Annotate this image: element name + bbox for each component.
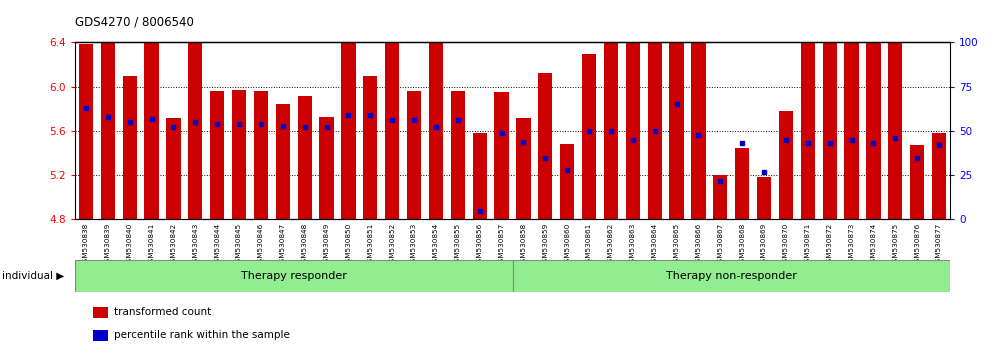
- Text: Therapy responder: Therapy responder: [241, 271, 347, 281]
- Bar: [385, 39, 399, 219]
- Text: GSM530839: GSM530839: [105, 223, 111, 267]
- Bar: [319, 116, 334, 219]
- Bar: [516, 118, 531, 219]
- Bar: [92, 330, 108, 341]
- Bar: [932, 133, 946, 219]
- Text: GSM530858: GSM530858: [520, 223, 526, 267]
- Text: GSM530876: GSM530876: [914, 223, 920, 267]
- Bar: [735, 148, 749, 219]
- Bar: [910, 145, 924, 219]
- Bar: [363, 76, 377, 219]
- Bar: [101, 39, 115, 219]
- Bar: [341, 15, 356, 219]
- Text: GSM530872: GSM530872: [827, 223, 833, 267]
- Bar: [669, 17, 684, 219]
- Bar: [144, 40, 159, 219]
- Text: GSM530847: GSM530847: [280, 223, 286, 267]
- Bar: [626, 17, 640, 219]
- Text: transformed count: transformed count: [114, 308, 212, 318]
- Bar: [188, 40, 202, 219]
- Bar: [473, 133, 487, 219]
- Text: percentile rank within the sample: percentile rank within the sample: [114, 330, 290, 341]
- Text: GSM530863: GSM530863: [630, 223, 636, 267]
- Bar: [888, 9, 902, 219]
- Text: GSM530867: GSM530867: [717, 223, 723, 267]
- Bar: [75, 260, 512, 292]
- Text: Therapy non-responder: Therapy non-responder: [666, 271, 797, 281]
- Text: GSM530869: GSM530869: [761, 223, 767, 267]
- Text: GSM530856: GSM530856: [477, 223, 483, 267]
- Text: GSM530874: GSM530874: [870, 223, 876, 267]
- Text: GSM530854: GSM530854: [433, 223, 439, 267]
- Bar: [494, 92, 509, 219]
- Text: GSM530866: GSM530866: [695, 223, 701, 267]
- Text: GSM530840: GSM530840: [127, 223, 133, 267]
- Bar: [823, 17, 837, 219]
- Text: GSM530861: GSM530861: [586, 223, 592, 267]
- Bar: [79, 44, 93, 219]
- Text: GSM530851: GSM530851: [367, 223, 373, 267]
- Bar: [691, 39, 706, 219]
- Bar: [92, 307, 108, 318]
- Bar: [298, 96, 312, 219]
- Text: GSM530852: GSM530852: [389, 223, 395, 267]
- Bar: [232, 90, 246, 219]
- Text: GSM530868: GSM530868: [739, 223, 745, 267]
- Text: GSM530845: GSM530845: [236, 223, 242, 267]
- Text: GSM530849: GSM530849: [324, 223, 330, 267]
- Text: individual ▶: individual ▶: [2, 271, 64, 281]
- Bar: [844, 17, 859, 219]
- Bar: [429, 39, 443, 219]
- Bar: [451, 91, 465, 219]
- Text: GSM530862: GSM530862: [608, 223, 614, 267]
- Text: GSM530859: GSM530859: [542, 223, 548, 267]
- Bar: [604, 39, 618, 219]
- Bar: [407, 91, 421, 219]
- Text: GSM530870: GSM530870: [783, 223, 789, 267]
- Bar: [779, 111, 793, 219]
- Text: GSM530864: GSM530864: [652, 223, 658, 267]
- Text: GSM530843: GSM530843: [192, 223, 198, 267]
- Bar: [512, 260, 950, 292]
- Bar: [713, 175, 727, 219]
- Bar: [210, 91, 224, 219]
- Bar: [648, 39, 662, 219]
- Text: GSM530865: GSM530865: [674, 223, 680, 267]
- Text: GDS4270 / 8006540: GDS4270 / 8006540: [75, 15, 194, 28]
- Text: GSM530846: GSM530846: [258, 223, 264, 267]
- Text: GSM530857: GSM530857: [499, 223, 505, 267]
- Text: GSM530871: GSM530871: [805, 223, 811, 267]
- Bar: [254, 91, 268, 219]
- Bar: [582, 53, 596, 219]
- Bar: [166, 118, 181, 219]
- Bar: [560, 144, 574, 219]
- Text: GSM530838: GSM530838: [83, 223, 89, 267]
- Text: GSM530850: GSM530850: [345, 223, 351, 267]
- Text: GSM530875: GSM530875: [892, 223, 898, 267]
- Bar: [801, 17, 815, 219]
- Text: GSM530844: GSM530844: [214, 223, 220, 267]
- Bar: [866, 17, 881, 219]
- Text: GSM530848: GSM530848: [302, 223, 308, 267]
- Text: GSM530855: GSM530855: [455, 223, 461, 267]
- Text: GSM530877: GSM530877: [936, 223, 942, 267]
- Text: GSM530842: GSM530842: [170, 223, 176, 267]
- Bar: [123, 76, 137, 219]
- Bar: [538, 74, 552, 219]
- Text: GSM530873: GSM530873: [849, 223, 855, 267]
- Bar: [757, 177, 771, 219]
- Text: GSM530860: GSM530860: [564, 223, 570, 267]
- Bar: [276, 104, 290, 219]
- Text: GSM530841: GSM530841: [149, 223, 155, 267]
- Text: GSM530853: GSM530853: [411, 223, 417, 267]
